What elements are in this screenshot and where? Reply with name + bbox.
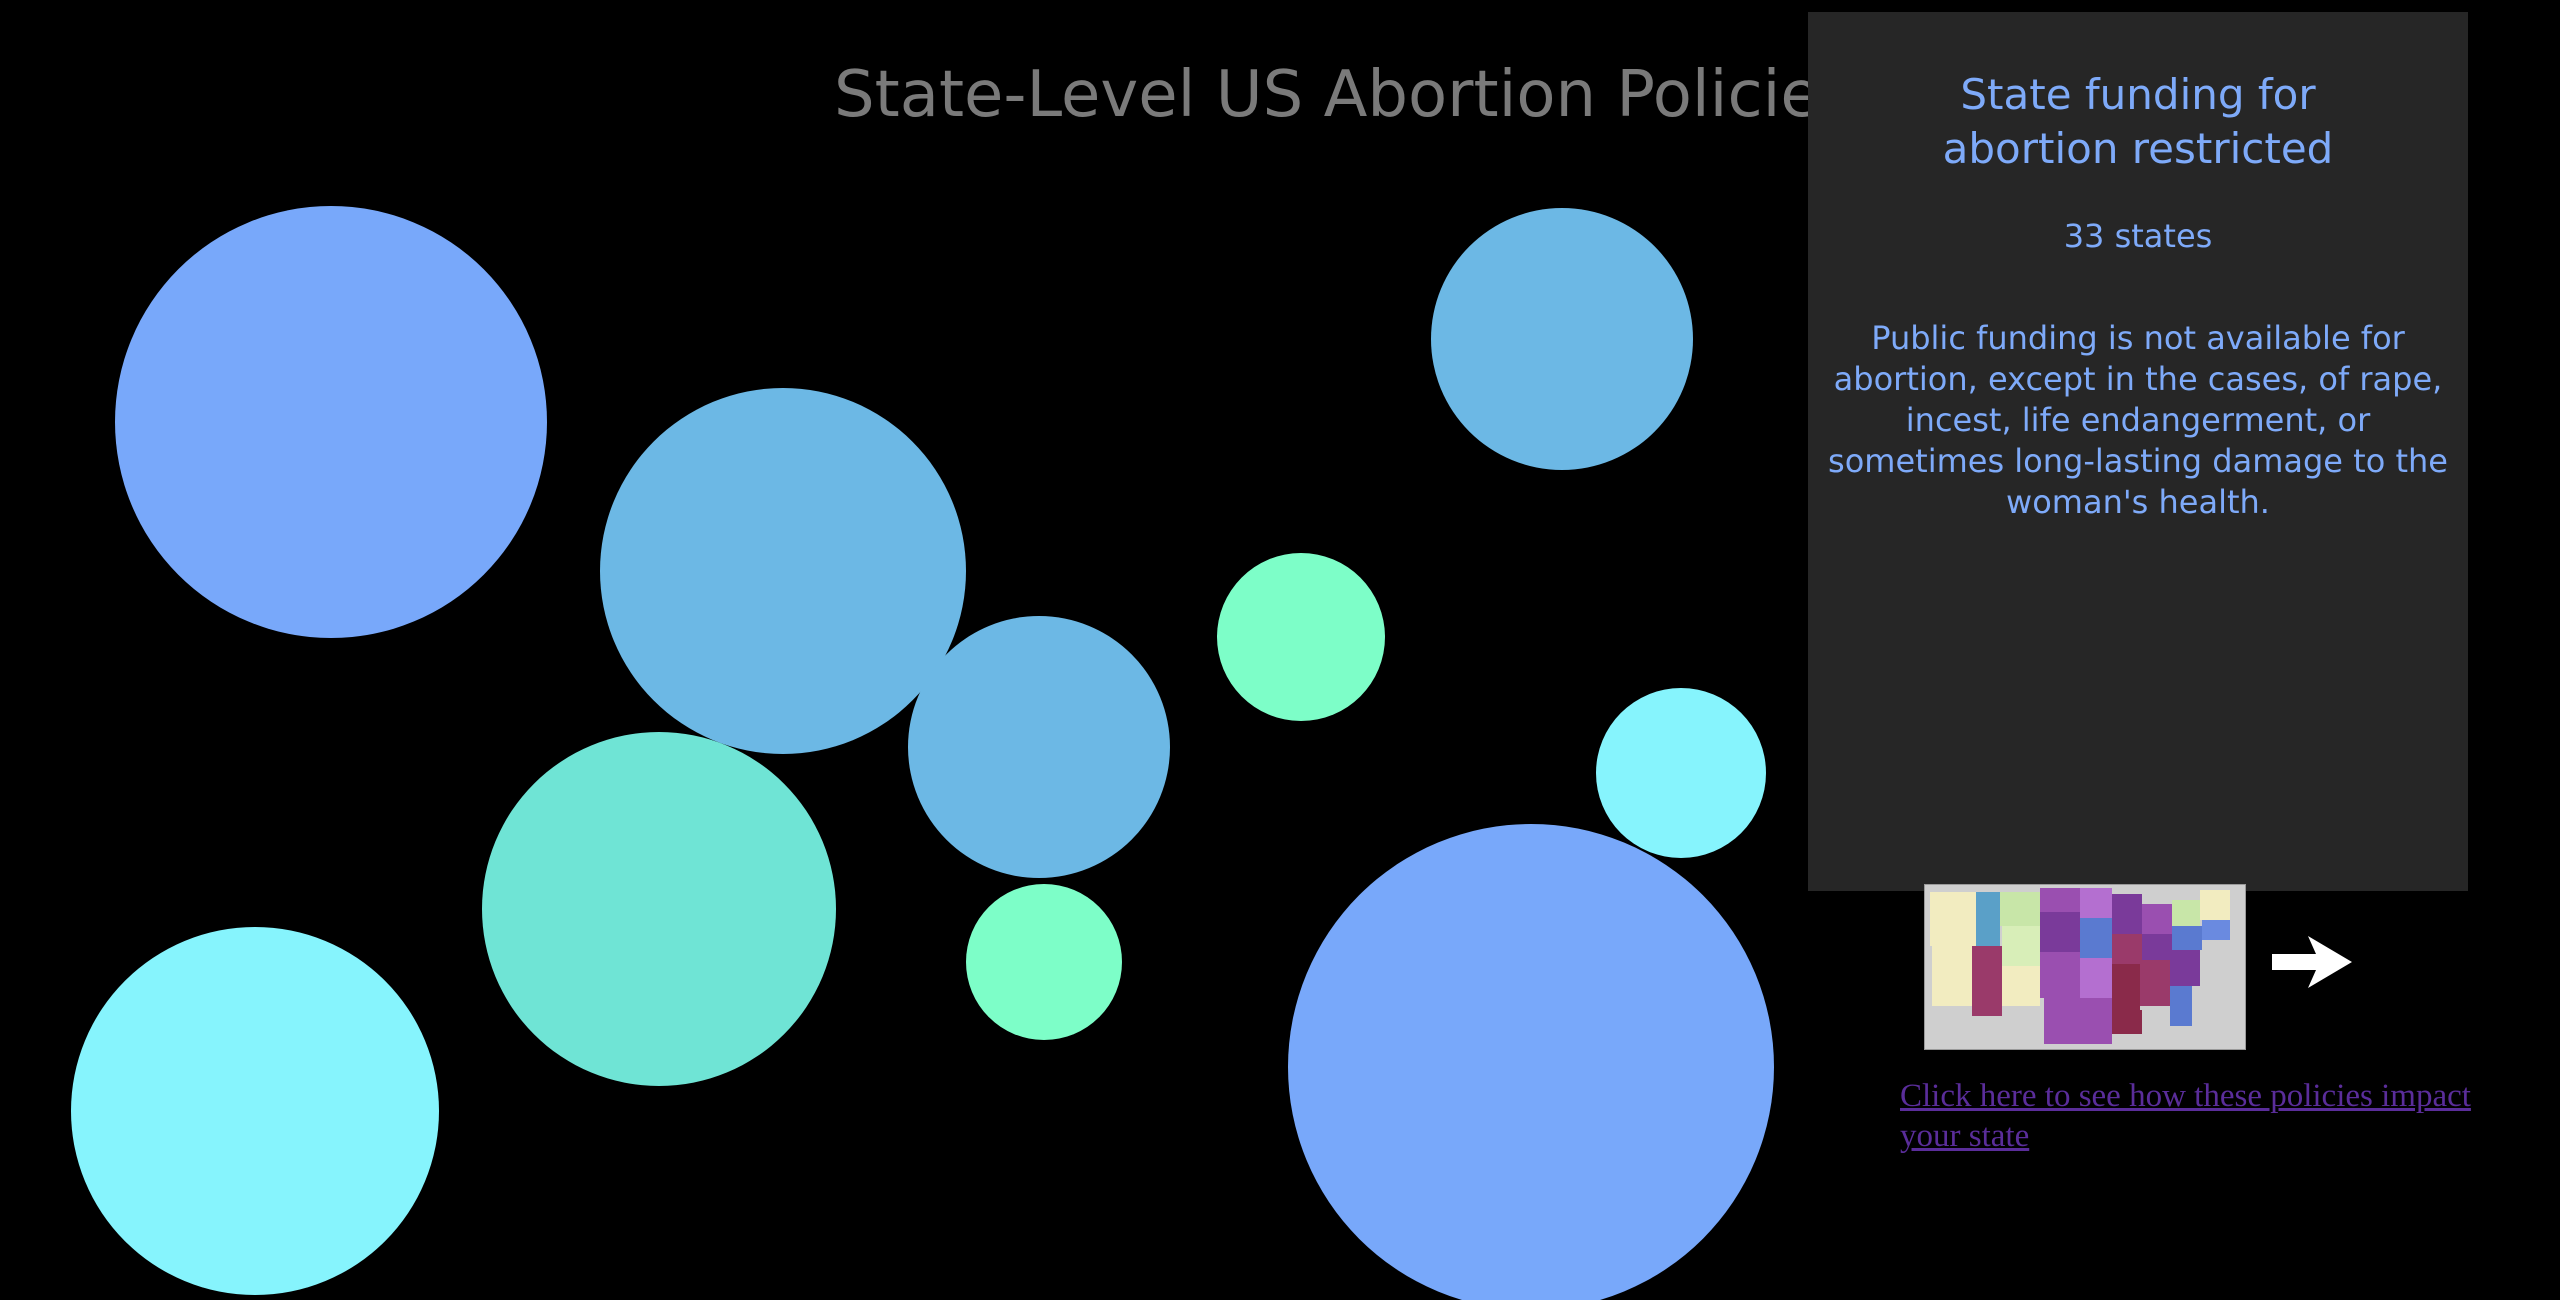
bubble-6[interactable] (1596, 688, 1766, 858)
arrow-right-icon (2272, 936, 2352, 988)
info-description: Public funding is not available for abor… (1828, 319, 2448, 521)
bubble-9[interactable] (71, 927, 439, 1295)
bubble-4[interactable] (908, 616, 1170, 878)
bubble-3[interactable] (1431, 208, 1693, 470)
info-title: State funding for abortion restricted (1942, 70, 2334, 173)
page-title: State-Level US Abortion Policies (834, 58, 1854, 132)
info-panel: State funding for abortion restricted 33… (1808, 12, 2468, 891)
bubble-10[interactable] (1288, 824, 1774, 1300)
bubble-2[interactable] (600, 388, 966, 754)
map-link[interactable]: Click here to see how these policies imp… (1900, 1078, 2471, 1154)
bubble-5[interactable] (1217, 553, 1385, 721)
bubble-7[interactable] (482, 732, 836, 1086)
bubble-8[interactable] (966, 884, 1122, 1040)
us-map-thumbnail[interactable] (1924, 884, 2246, 1050)
bubble-chart (71, 206, 1774, 1300)
bubble-1[interactable] (115, 206, 547, 638)
info-count: 33 states (2063, 217, 2213, 255)
